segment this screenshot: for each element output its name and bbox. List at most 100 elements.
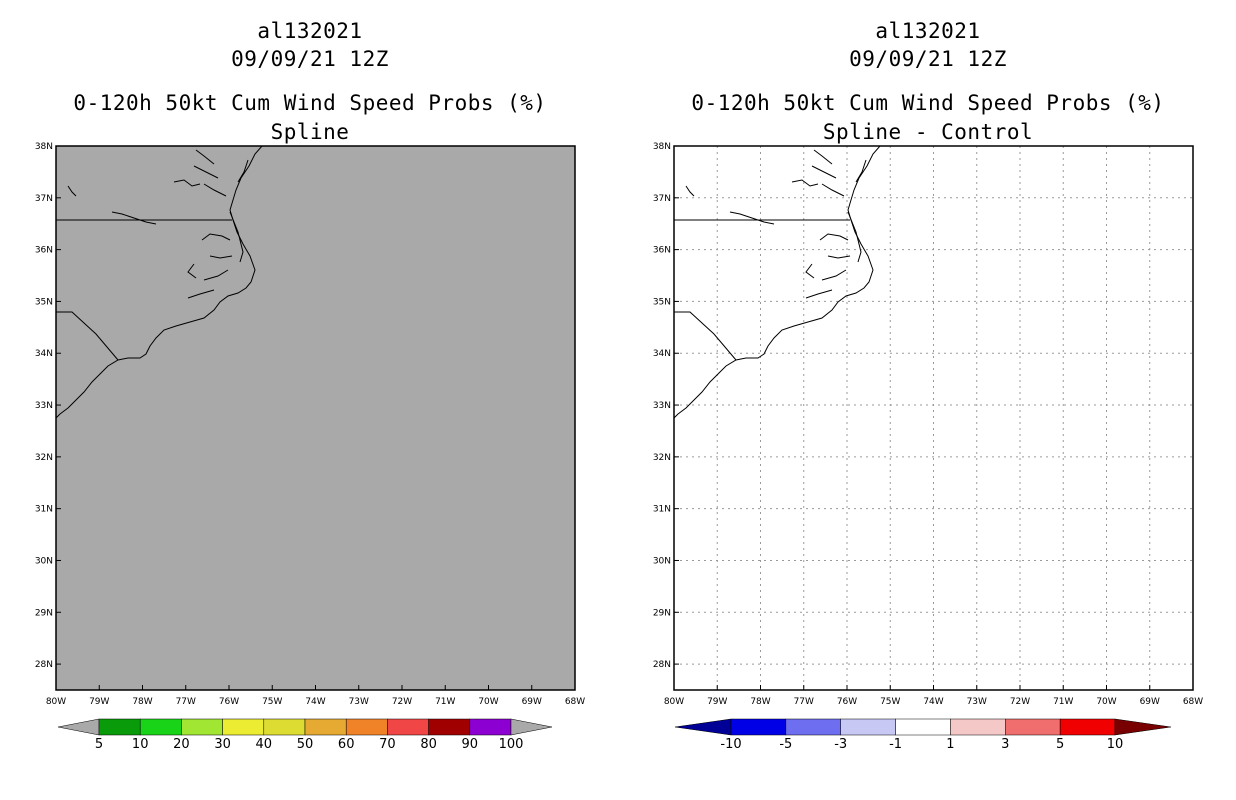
right-y-tick-label: 32N bbox=[653, 453, 671, 463]
left-colorbar-label: 70 bbox=[379, 737, 396, 752]
left-x-tick-label: 78W bbox=[132, 697, 152, 707]
right-x-tick-label: 70W bbox=[1096, 697, 1116, 707]
right-colorbar-label: -1 bbox=[889, 737, 902, 752]
left-colorbar-swatch bbox=[181, 718, 223, 736]
left-y-tick-label: 28N bbox=[35, 660, 53, 670]
left-map-panel: 80W 79W 78W 77W 76W 75W 74W 73W 72W 71W 70W 69W 68W 2… bbox=[35, 142, 585, 752]
right-x-tick-label: 68W bbox=[1183, 697, 1203, 707]
left-y-tick-label: 34N bbox=[35, 349, 53, 359]
left-colorbar-label: 10 bbox=[132, 737, 149, 752]
left-colorbar-swatch bbox=[345, 718, 388, 736]
right-map-gridlines bbox=[674, 146, 1193, 690]
left-colorbar-swatch bbox=[139, 718, 182, 736]
right-x-tick-label: 72W bbox=[1010, 697, 1030, 707]
left-colorbar-swatch bbox=[263, 718, 306, 736]
left-x-tick-label: 76W bbox=[219, 697, 239, 707]
right-colorbar-swatch bbox=[1005, 718, 1061, 736]
right-colorbar: -10 -5 -3 -1 1 3 5 10 bbox=[674, 718, 1172, 752]
left-colorbar-label: 80 bbox=[420, 737, 437, 752]
left-x-tick-label: 75W bbox=[262, 697, 282, 707]
left-x-tick-label: 80W bbox=[46, 697, 66, 707]
left-colorbar-label: 5 bbox=[95, 737, 103, 752]
left-x-tick-label: 72W bbox=[392, 697, 412, 707]
right-y-tick-label: 36N bbox=[653, 246, 671, 256]
left-title-storm: al132021 bbox=[257, 19, 363, 43]
right-x-tick-label: 71W bbox=[1053, 697, 1073, 707]
right-colorbar-swatch bbox=[1059, 718, 1116, 736]
left-map-background bbox=[56, 146, 575, 690]
left-x-tick-label: 71W bbox=[435, 697, 455, 707]
left-y-tick-label: 32N bbox=[35, 453, 53, 463]
right-title-date: 09/09/21 12Z bbox=[849, 47, 1007, 71]
right-state-borders bbox=[674, 219, 850, 361]
right-colorbar-high-arrow bbox=[1114, 718, 1172, 736]
right-y-tick-label: 37N bbox=[653, 194, 671, 204]
left-colorbar-label: 60 bbox=[338, 737, 355, 752]
right-colorbar-swatch bbox=[895, 718, 951, 736]
right-colorbar-label: -5 bbox=[779, 737, 792, 752]
left-x-tick-label: 74W bbox=[305, 697, 325, 707]
left-colorbar-label: 40 bbox=[256, 737, 273, 752]
left-coastline bbox=[56, 146, 263, 419]
right-colorbar-label: -3 bbox=[834, 737, 847, 752]
right-y-tick-label: 35N bbox=[653, 297, 671, 307]
left-y-tick-label: 29N bbox=[35, 608, 53, 618]
left-colorbar-high-arrow bbox=[510, 718, 553, 736]
left-y-tick-label: 37N bbox=[35, 194, 53, 204]
left-colorbar-swatch bbox=[304, 718, 347, 736]
right-y-tick-label: 34N bbox=[653, 349, 671, 359]
left-y-tick-label: 30N bbox=[35, 556, 53, 566]
right-title-method: Spline - Control bbox=[822, 120, 1034, 144]
right-x-tick-label: 75W bbox=[880, 697, 900, 707]
right-x-tick-label: 76W bbox=[837, 697, 857, 707]
right-colorbar-label: 1 bbox=[946, 737, 954, 752]
left-colorbar-label: 30 bbox=[214, 737, 231, 752]
left-colorbar-swatch bbox=[98, 718, 141, 736]
left-y-tick-label: 36N bbox=[35, 246, 53, 256]
left-colorbar-swatch bbox=[469, 718, 512, 736]
right-colorbar-swatch bbox=[950, 718, 1006, 736]
left-x-tick-label: 79W bbox=[89, 697, 109, 707]
right-colorbar-swatch bbox=[785, 718, 841, 736]
right-coastline bbox=[674, 146, 881, 419]
left-title-product: 0-120h 50kt Cum Wind Speed Probs (%) bbox=[73, 91, 547, 115]
right-colorbar-label: 3 bbox=[1001, 737, 1009, 752]
left-x-tick-label: 69W bbox=[522, 697, 542, 707]
right-y-tick-label: 30N bbox=[653, 556, 671, 566]
right-x-tick-label: 73W bbox=[967, 697, 987, 707]
right-colorbar-label: -10 bbox=[720, 737, 741, 752]
right-x-tick-label: 74W bbox=[923, 697, 943, 707]
right-y-tick-label: 33N bbox=[653, 401, 671, 411]
right-colorbar-swatch bbox=[840, 718, 896, 736]
left-colorbar-swatch bbox=[387, 718, 429, 736]
right-title-product: 0-120h 50kt Cum Wind Speed Probs (%) bbox=[691, 91, 1165, 115]
right-y-tick-label: 29N bbox=[653, 608, 671, 618]
left-x-tick-label: 68W bbox=[565, 697, 585, 707]
left-y-tick-label: 33N bbox=[35, 401, 53, 411]
right-x-tick-label: 78W bbox=[750, 697, 770, 707]
left-colorbar-label: 100 bbox=[499, 737, 524, 752]
right-y-tick-label: 31N bbox=[653, 505, 671, 515]
right-colorbar-low-arrow bbox=[674, 718, 732, 736]
left-title-date: 09/09/21 12Z bbox=[231, 47, 389, 71]
right-colorbar-swatch bbox=[730, 718, 787, 736]
left-state-borders bbox=[56, 219, 232, 361]
left-x-tick-label: 73W bbox=[349, 697, 369, 707]
left-colorbar-low-arrow bbox=[57, 718, 100, 736]
right-x-tick-label: 77W bbox=[794, 697, 814, 707]
left-colorbar-swatch bbox=[222, 718, 265, 736]
left-y-tick-label: 35N bbox=[35, 297, 53, 307]
left-title-method: Spline bbox=[270, 120, 350, 144]
left-colorbar-label: 20 bbox=[173, 737, 190, 752]
left-y-tick-label: 38N bbox=[35, 142, 53, 152]
right-map-panel: 80W 79W 78W 77W 76W 75W 74W 73W 72W 71W 70W 69W 68W 2… bbox=[653, 142, 1203, 752]
right-colorbar-label: 10 bbox=[1107, 737, 1124, 752]
left-y-tick-label: 31N bbox=[35, 505, 53, 515]
right-colorbar-label: 5 bbox=[1056, 737, 1064, 752]
right-y-tick-label: 28N bbox=[653, 660, 671, 670]
right-y-tick-label: 38N bbox=[653, 142, 671, 152]
left-colorbar: 5 10 20 30 40 50 60 70 80 90 100 bbox=[57, 718, 553, 752]
right-title-storm: al132021 bbox=[875, 19, 981, 43]
right-x-tick-label: 69W bbox=[1140, 697, 1160, 707]
